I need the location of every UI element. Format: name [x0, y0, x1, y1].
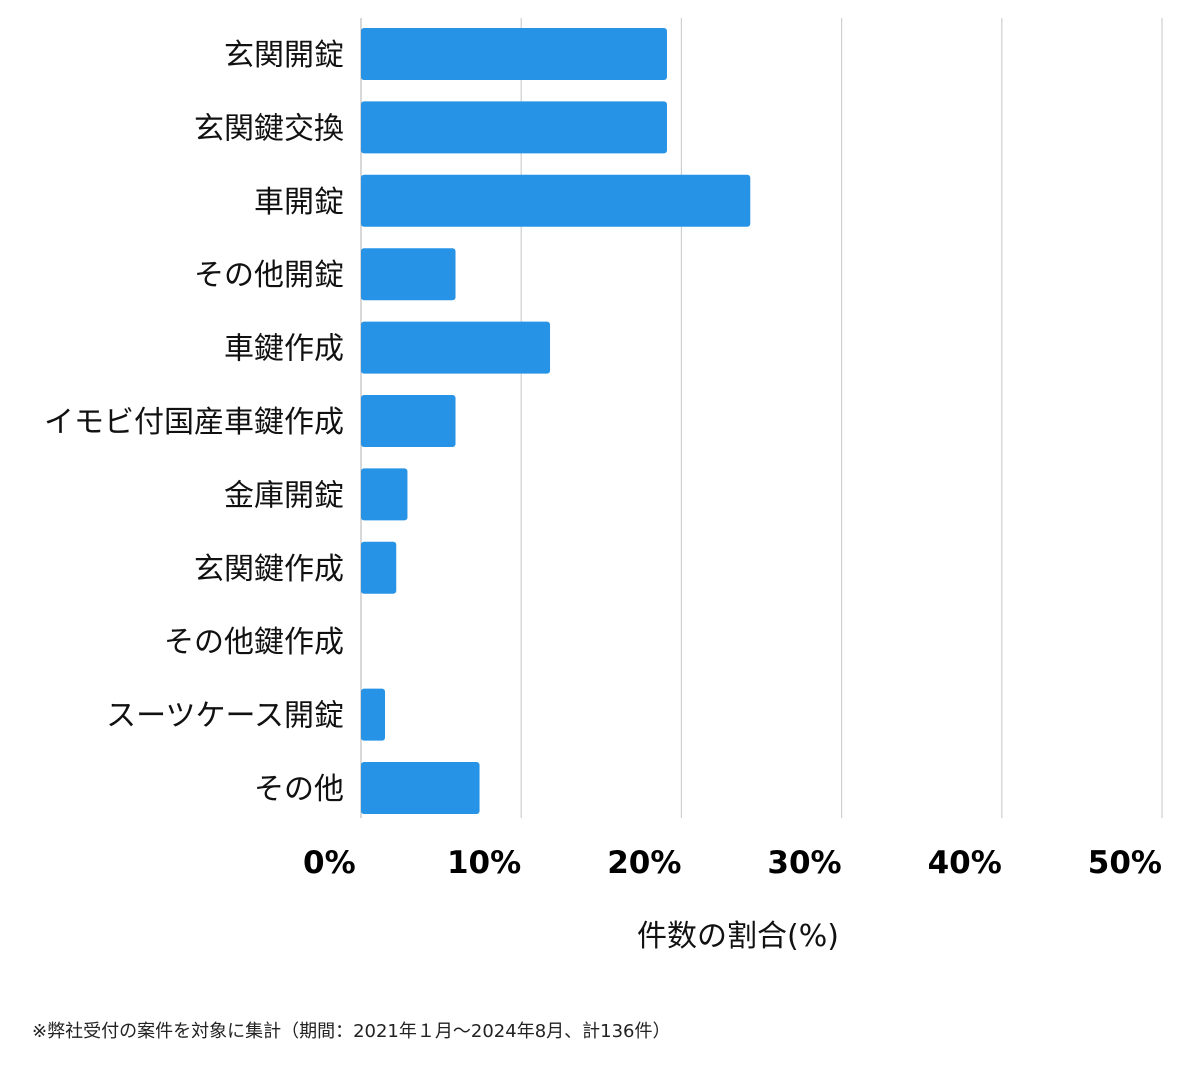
bars: [361, 28, 751, 814]
category-label: その他開錠: [194, 258, 344, 293]
bar: [361, 321, 551, 374]
category-label: その他鍵作成: [164, 625, 344, 660]
bar: [361, 541, 397, 594]
x-tick-label: 30%: [767, 845, 841, 881]
category-label: 金庫開錠: [224, 478, 344, 513]
category-labels: 玄関開錠玄関鍵交換車開錠その他開錠車鍵作成イモビ付国産車鍵作成金庫開錠玄関鍵作成…: [44, 38, 344, 807]
bar: [361, 468, 408, 521]
category-label: イモビ付国産車鍵作成: [44, 405, 344, 440]
bar: [361, 395, 456, 447]
x-tick-label: 40%: [928, 845, 1002, 881]
category-label: その他: [254, 772, 344, 807]
bar-chart: 玄関開錠玄関鍵交換車開錠その他開錠車鍵作成イモビ付国産車鍵作成金庫開錠玄関鍵作成…: [44, 18, 1163, 954]
category-label: 玄関開錠: [224, 38, 344, 73]
bar: [361, 28, 667, 80]
category-label: 玄関鍵交換: [194, 111, 344, 146]
x-tick-label: 50%: [1088, 845, 1162, 881]
bar: [361, 248, 456, 301]
category-label: 玄関鍵作成: [194, 552, 344, 587]
x-tick-label: 0%: [303, 845, 356, 881]
bar: [361, 174, 751, 227]
bar: [361, 762, 480, 814]
bar: [361, 688, 386, 741]
category-label: 車鍵作成: [224, 332, 344, 367]
x-tick-labels: 0% 10% 20% 30% 40% 50%: [303, 845, 1162, 881]
x-axis-title: 件数の割合(%): [637, 919, 839, 954]
x-tick-label: 10%: [447, 845, 521, 881]
bar: [361, 101, 667, 154]
x-tick-label: 20%: [607, 845, 681, 881]
category-label: スーツケース開錠: [106, 699, 344, 734]
footnote: ※弊社受付の案件を対象に集計（期間：2021年１月～2024年8月、計136件）: [32, 1021, 671, 1042]
category-label: 車開錠: [254, 185, 344, 220]
